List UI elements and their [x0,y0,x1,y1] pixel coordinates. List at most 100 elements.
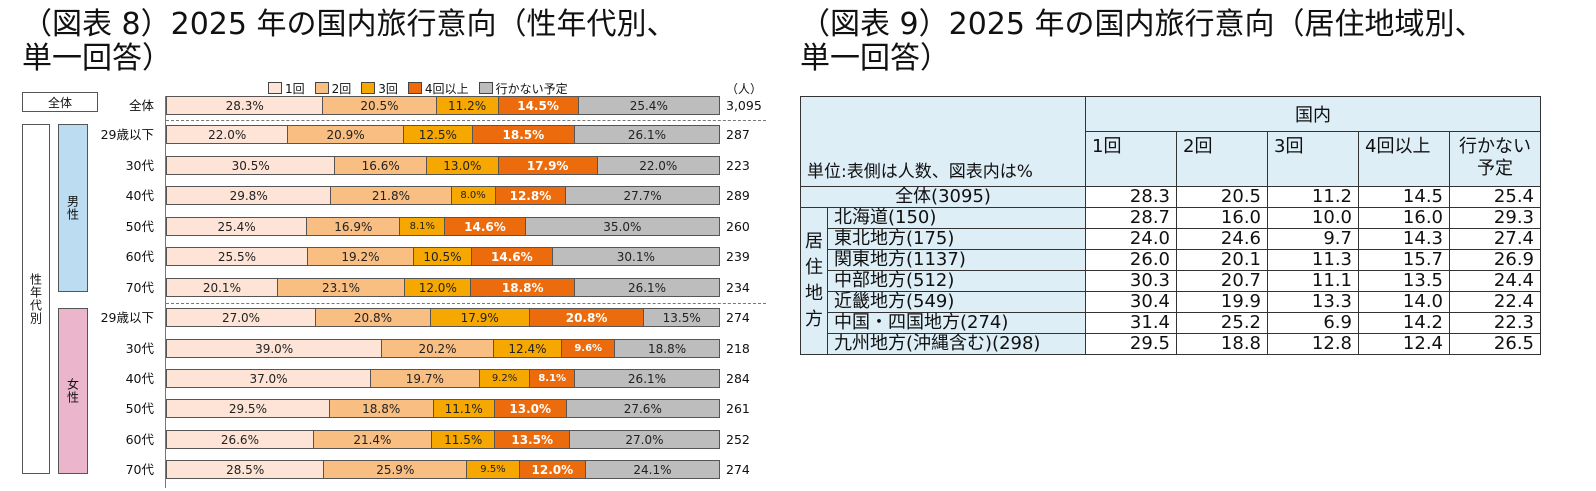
bar-segment: 19.7% [371,370,480,387]
legend-label: 4回以上 [424,81,469,96]
table-cell: 26.9 [1449,249,1541,271]
legend-item: 4回以上 [407,80,469,97]
row-label: 50代 [125,219,154,234]
table-cell: 22.4 [1449,291,1541,313]
table-cell: 13.5 [1358,270,1450,292]
table-cell: 20.5 [1176,186,1268,208]
table-cell: 14.2 [1358,312,1450,334]
table-cell: 29.3 [1449,207,1541,229]
row-count: 218 [726,341,750,356]
table-cell: 30.4 [1085,291,1177,313]
bar-segment: 12.8% [495,187,567,204]
bar-segment: 25.4% [578,97,719,114]
table-cell: 25.4 [1449,186,1541,208]
table-cell: 15.7 [1358,249,1450,271]
bar-segment: 30.5% [167,157,336,174]
bar-segment: 12.5% [403,126,473,143]
table-cell: 16.0 [1176,207,1268,229]
region-table: 単位:表側は人数、図表内は% 国内 1回 2回 3回 4回以上 行かない 予定 全体(30… [800,96,1541,355]
bar-segment: 35.0% [525,218,719,235]
left-title-line2: 単一回答） [22,41,172,76]
stacked-bar: 25.4% 16.9% 8.1% 14.6% 35.0% [166,217,720,236]
bar-segment: 27.0% [167,309,317,326]
bar-segment: 24.1% [585,461,719,478]
bar-segment: 14.6% [471,248,553,265]
bar-segment: 20.2% [382,340,494,357]
table-row: 近畿地方(549) 30.4 19.9 13.3 14.0 22.4 [801,291,1541,313]
bar-segment: 20.1% [167,279,278,296]
row-count: 3,095 [726,98,762,113]
table-row: 中部地方(512) 30.3 20.7 11.1 13.5 24.4 [801,270,1541,292]
bar-segment: 26.1% [575,279,719,296]
table-cell: 16.0 [1358,207,1450,229]
group-label-gender-age-text: 性年代別 [28,273,43,325]
bar-segment: 29.8% [167,187,332,204]
legend-item: 行かない予定 [478,80,568,97]
bar-segment: 17.9% [430,309,530,326]
stacked-bar: 26.6% 21.4% 11.5% 13.5% 27.0% [166,430,720,449]
table-cell: 11.2 [1267,186,1359,208]
bar-segment: 14.6% [445,218,526,235]
bar-segment: 21.8% [331,187,452,204]
group-label-male: 男性 [58,124,88,292]
table-cell: 14.5 [1358,186,1450,208]
row-count: 252 [726,432,750,447]
side-group-char: 居 [805,231,823,252]
column-header-text: 2回 [1183,136,1213,157]
side-group-label: 居住地方 [800,207,828,355]
row-count: 260 [726,219,750,234]
bar-segment: 22.0% [597,157,719,174]
bar-segment: 11.1% [433,400,495,417]
table-cell: 14.0 [1358,291,1450,313]
stacked-bar: 39.0% 20.2% 12.4% 9.6% 18.8% [166,339,720,358]
bar-segment: 21.4% [313,431,432,448]
row-label: 中部地方(512) [827,270,1086,292]
table-cell: 12.4 [1358,333,1450,355]
unit-note: 単位:表側は人数、図表内は% [807,162,1033,182]
group-label-gender-age: 性年代別 [22,124,50,474]
bar-segment: 13.5% [644,309,719,326]
bar-segment: 19.2% [307,248,414,265]
bar-segment: 37.0% [167,370,372,387]
bar-segment: 27.7% [566,187,719,204]
bar-segment: 25.9% [324,461,468,478]
table-body: 全体(3095) 28.3 20.5 11.2 14.5 25.4 居住地方北海道(150)… [800,186,1541,355]
table-cell: 26.0 [1085,249,1177,271]
group-label-male-text: 男性 [65,195,80,221]
legend-label: 2回 [331,81,352,96]
bar-segment: 9.6% [562,340,616,357]
legend-item: 3回 [361,80,398,97]
column-header: 行かない 予定 [1449,131,1541,187]
row-label: 40代 [125,371,154,386]
row-label: 近畿地方(549) [827,291,1086,313]
row-count: 261 [726,401,750,416]
bar-segment: 20.8% [529,309,645,326]
bar-segment: 25.4% [167,218,308,235]
row-count: 274 [726,310,750,325]
table-cell: 28.7 [1085,207,1177,229]
stacked-bar-chart: 1回 2回 3回 4回以上 行かない予定 （人） 全体 性年代別 男性 女性 全体 28.… [0,0,790,491]
row-label: 九州地方(沖縄含む)(298) [827,333,1086,355]
side-group-char: 方 [805,309,823,330]
table-row: 関東地方(1137) 26.0 20.1 11.3 15.7 26.9 [801,249,1541,271]
column-header: 4回以上 [1358,131,1450,187]
group-label-female-text: 女性 [65,378,80,404]
column-header: 2回 [1176,131,1268,187]
row-count: 223 [726,158,750,173]
stacked-bar: 20.1% 23.1% 12.0% 18.8% 26.1% [166,278,720,297]
unit-note-cell: 単位:表側は人数、図表内は% [800,96,1086,187]
row-count: 234 [726,280,750,295]
row-label: 中国・四国地方(274) [827,312,1086,334]
group-label-female: 女性 [58,308,88,474]
divider-dash-2 [166,303,766,304]
bar-segment: 39.0% [167,340,383,357]
table-cell: 24.6 [1176,228,1268,250]
right-chart-title: （図表 9）2025 年の国内旅行意向（居住地域別、 単一回答） [800,8,1485,76]
bar-segment: 29.5% [167,400,330,417]
bar-segment: 30.1% [552,248,719,265]
bar-segment: 27.6% [566,400,719,417]
table-row: 中国・四国地方(274) 31.4 25.2 6.9 14.2 22.3 [801,312,1541,334]
row-label: 30代 [125,341,154,356]
legend-label: 1回 [285,81,305,96]
stacked-bar: 37.0% 19.7% 9.2% 8.1% 26.1% [166,369,720,388]
